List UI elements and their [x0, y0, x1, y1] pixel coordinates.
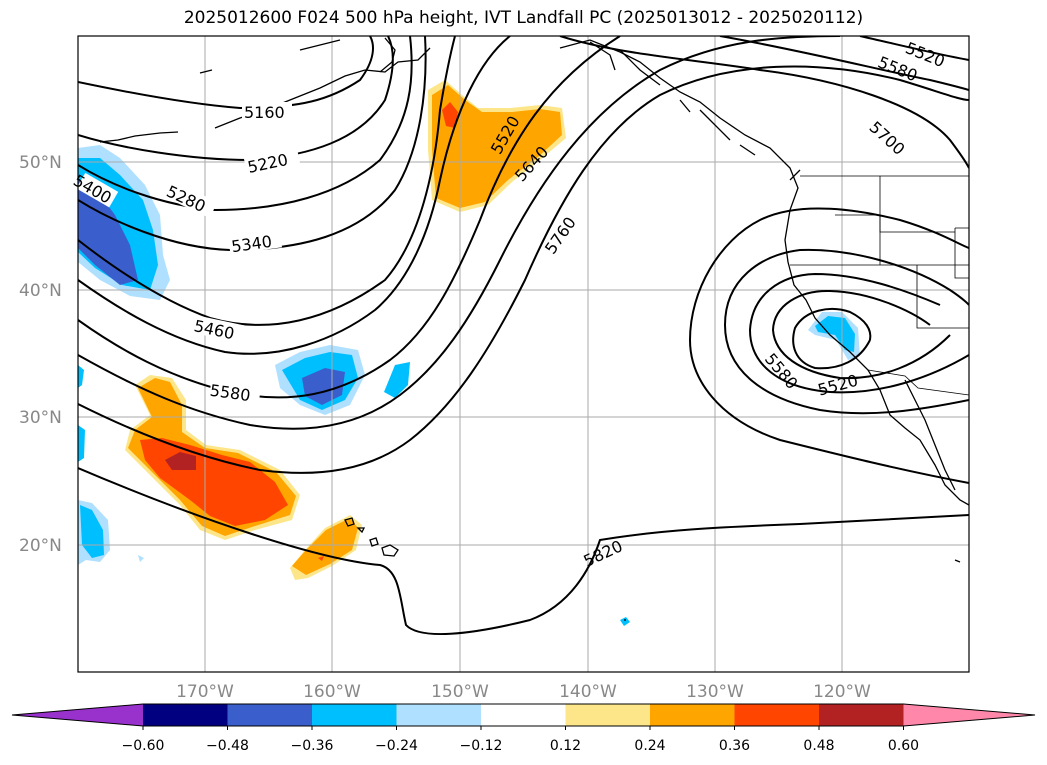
contour-label: 5700: [866, 118, 909, 159]
contour-label: 5220: [246, 150, 290, 177]
colorbar-tick-label: −0.12: [460, 738, 503, 754]
positive-anomaly-hawaii: [318, 556, 324, 561]
negative-anomaly-california: [815, 316, 855, 352]
lat-label: 20°N: [19, 536, 62, 556]
lat-label: 30°N: [19, 408, 62, 428]
colorbar-tick-label: −0.24: [375, 738, 418, 754]
colorbar-tick-label: 0.60: [888, 738, 919, 754]
contour-label: 5280: [164, 182, 209, 216]
colorbar-tick-label: 0.36: [719, 738, 750, 754]
positive-anomaly-subtropics: [165, 452, 196, 470]
colorbar-tick-label: −0.60: [122, 738, 165, 754]
colorbar-tick-label: 0.48: [803, 738, 834, 754]
coastlines: [99, 37, 969, 621]
colorbar-bin: [396, 704, 482, 726]
negative-anomaly-small: [384, 362, 410, 398]
height-contours: [78, 36, 969, 636]
contour-labels: 5160 5220 5280 5340 5400 5460 5580 5520 …: [70, 38, 947, 571]
map-frame: [77, 35, 970, 673]
lon-label: 130°W: [686, 682, 744, 702]
lon-label: 150°W: [431, 682, 489, 702]
colorbar-bin: [650, 704, 735, 726]
lon-label: 170°W: [176, 682, 234, 702]
lat-label: 50°N: [19, 153, 62, 173]
colorbar-tick-label: 0.24: [634, 738, 665, 754]
colorbar-tick-label: −0.48: [206, 738, 249, 754]
negative-anomaly-west: [78, 180, 138, 285]
negative-anomaly-small: [138, 555, 144, 562]
negative-anomaly-small: [78, 425, 85, 462]
latitude-labels: 50°N 40°N 30°N 20°N: [19, 153, 62, 556]
longitude-labels: 170°W 160°W 150°W 140°W 130°W 120°W: [176, 682, 871, 702]
contour-label: 5580: [209, 381, 252, 405]
map-title: 2025012600 F024 500 hPa height, IVT Land…: [183, 8, 864, 28]
colorbar-bin: [819, 704, 904, 726]
colorbar-bin: [143, 704, 228, 726]
colorbar-bin: [227, 704, 313, 726]
negative-anomaly-small: [78, 365, 84, 388]
colorbar-extend-low: [12, 704, 143, 726]
lat-label: 40°N: [19, 281, 62, 301]
contour-label: 5580: [761, 350, 802, 393]
colorbar-bin: [734, 704, 820, 726]
contour-label: 5340: [230, 232, 273, 256]
contour-label: 5160: [244, 103, 285, 122]
positive-anomaly-gulf: [432, 85, 562, 208]
colorbar-tick-label: 0.12: [550, 738, 581, 754]
contour-label: 5820: [581, 536, 626, 570]
negative-anomaly-central: [302, 368, 345, 405]
colorbar-bin: [312, 704, 397, 726]
gridlines: [78, 36, 969, 672]
positive-anomaly-gulf: [442, 102, 458, 128]
lon-label: 160°W: [303, 682, 361, 702]
contour-label: 5460: [192, 316, 236, 343]
colorbar-extend-high: [903, 704, 1035, 726]
lon-label: 120°W: [813, 682, 871, 702]
colorbar-bin: [481, 704, 566, 726]
positive-anomaly-hawaii: [292, 518, 358, 575]
negative-anomaly-small: [620, 617, 630, 626]
colorbar-tick-label: −0.36: [291, 738, 334, 754]
lon-label: 140°W: [559, 682, 617, 702]
colorbar: −0.60 −0.48 −0.36 −0.24 −0.12 0.12 0.24 0.36 0.4…: [11, 703, 1036, 754]
colorbar-bin: [565, 704, 651, 726]
